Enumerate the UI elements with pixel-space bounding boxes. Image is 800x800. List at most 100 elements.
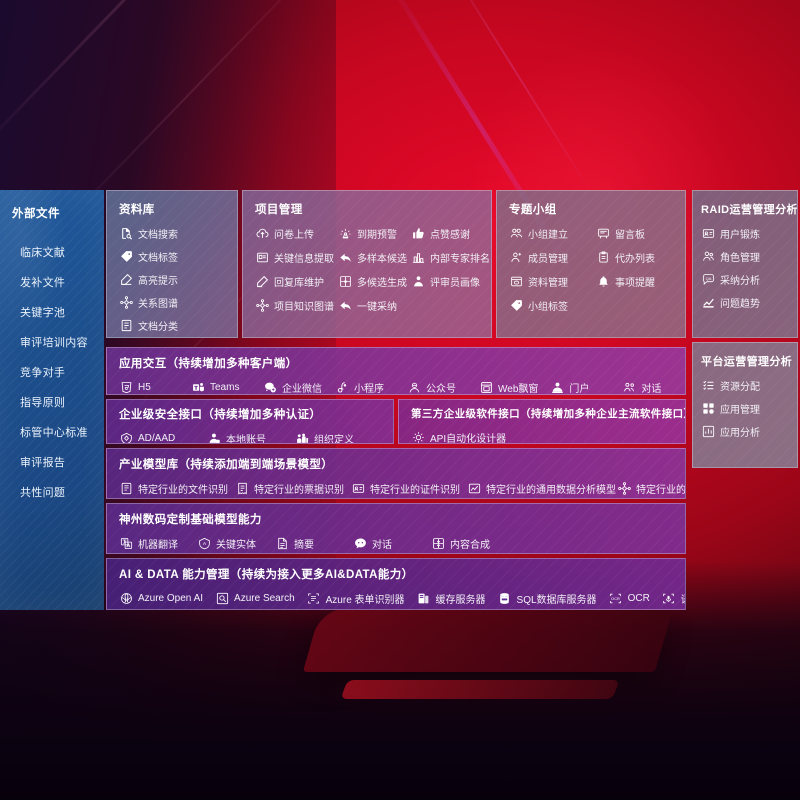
- basemodel-item-dialogue[interactable]: 对话: [353, 536, 431, 551]
- group-item-create-group[interactable]: 小组建立: [509, 226, 590, 241]
- item-label: 到期预警: [357, 230, 397, 241]
- document-list-icon: [119, 319, 133, 333]
- qa-bubble-icon: QA: [701, 273, 715, 287]
- panel-raid-analysis: RAID运营管理分析 用户锻炼 角色管理 QA 采纳分析 问题趋势: [692, 190, 798, 338]
- interact-item-dialogue[interactable]: 对话: [622, 380, 685, 395]
- raid-item-adoption-analysis[interactable]: QA 采纳分析: [701, 272, 791, 287]
- platform-item-resource-allocation[interactable]: 资源分配: [701, 378, 791, 393]
- item-label: 小组建立: [528, 230, 568, 241]
- panel-interact-title: 应用交互（持续增加多种客户端）: [119, 358, 298, 370]
- group-item-member-management[interactable]: 成员管理: [509, 250, 590, 265]
- library-item-document-tag[interactable]: 文档标签: [119, 249, 227, 264]
- ai-item-ocr[interactable]: OCR OCR: [609, 592, 650, 606]
- panel-model-title: 产业模型库（持续添加端到端场景模型）: [119, 459, 334, 471]
- interact-item-miniprogram[interactable]: 小程序: [335, 380, 407, 394]
- web-window-icon: [479, 381, 493, 395]
- panel-group-title: 专题小组: [509, 204, 557, 216]
- project-item-expiry-alert[interactable]: 到期预警: [338, 226, 407, 241]
- arrow-back-icon: [338, 251, 352, 265]
- sidebar-item-competitors[interactable]: 竞争对手: [20, 367, 66, 379]
- project-item-multi-sample-candidate[interactable]: 多样本候选: [338, 250, 407, 265]
- basemodel-item-machine-translation[interactable]: 机器翻译: [119, 536, 197, 551]
- raid-item-role-management[interactable]: 角色管理: [701, 249, 791, 264]
- group-people-icon: [509, 227, 523, 241]
- security-item-local-account[interactable]: 本地账号: [207, 431, 295, 444]
- interact-item-wechat-work[interactable]: 企业微信: [263, 380, 335, 394]
- project-item-reviewer-profile[interactable]: 评审员画像: [411, 274, 490, 289]
- group-item-material-management[interactable]: 资料管理: [509, 274, 590, 289]
- project-item-knowledge-graph[interactable]: 项目知识图谱: [255, 298, 334, 313]
- item-label: 多候选生成: [357, 278, 407, 289]
- sidebar-item-common-issues[interactable]: 共性问题: [20, 487, 66, 499]
- group-item-message-board[interactable]: 留言板: [596, 226, 677, 241]
- item-label: 项目知识图谱: [274, 302, 334, 313]
- library-item-document-search[interactable]: 文档搜索: [119, 226, 227, 241]
- item-label: 关键实体: [216, 540, 256, 551]
- sidebar-item-clinical-literature[interactable]: 临床文献: [20, 247, 66, 259]
- data-analysis-icon: [467, 482, 481, 496]
- basemodel-item-key-entity[interactable]: A 关键实体: [197, 536, 275, 551]
- platform-item-app-analysis[interactable]: 应用分析: [701, 424, 791, 439]
- model-item-file-recognition[interactable]: 特定行业的文件识别: [119, 481, 235, 496]
- ai-item-voice-understanding[interactable]: 语音理解: [662, 591, 685, 606]
- raid-item-user-profile[interactable]: 用户锻炼: [701, 226, 791, 241]
- item-label: 用户锻炼: [720, 230, 760, 241]
- platform-item-app-management[interactable]: 应用管理: [701, 401, 791, 416]
- interact-item-official-account[interactable]: 公众号: [407, 380, 479, 394]
- item-label: 多样本候选: [357, 254, 407, 265]
- ai-item-azure-open-ai[interactable]: Azure Open AI: [119, 592, 203, 606]
- group-item-group-tag[interactable]: 小组标签: [509, 298, 590, 313]
- model-item-receipt-recognition[interactable]: 特定行业的票据识别: [235, 481, 351, 496]
- project-item-key-info-extract[interactable]: 关键信息提取: [255, 250, 334, 265]
- sidebar-item-review-report[interactable]: 审评报告: [20, 457, 66, 469]
- interact-item-portal[interactable]: 门户: [550, 380, 622, 394]
- library-item-document-classify[interactable]: 文档分类: [119, 318, 227, 333]
- group-item-event-reminder[interactable]: 事项提醒: [596, 274, 677, 289]
- search-box-icon: [215, 592, 229, 606]
- project-item-one-click-adopt[interactable]: 一键采纳: [338, 298, 407, 313]
- panel-platform-title: 平台运营管理分析: [701, 356, 793, 368]
- project-item-questionnaire-upload[interactable]: 问卷上传: [255, 226, 334, 241]
- sidebar-item-standards-center[interactable]: 标管中心标准: [20, 427, 88, 439]
- ai-item-cache-server[interactable]: 缓存服务器: [417, 591, 486, 606]
- database-icon: [498, 592, 512, 606]
- model-item-id-recognition[interactable]: 特定行业的证件识别: [351, 481, 467, 496]
- sidebar-item-keyword-pool[interactable]: 关键字池: [20, 307, 66, 319]
- sidebar-item-review-training[interactable]: 审评培训内容: [20, 337, 88, 349]
- item-label: 对话: [641, 384, 662, 395]
- voice-icon: [662, 592, 676, 606]
- interact-item-web-float-window[interactable]: Web飘窗: [479, 380, 538, 395]
- library-item-highlight[interactable]: 高亮提示: [119, 272, 227, 287]
- basemodel-item-summary[interactable]: 摘要: [275, 536, 353, 551]
- interact-item-teams[interactable]: Teams: [191, 381, 263, 395]
- project-item-multi-candidate-gen[interactable]: 多候选生成: [338, 274, 407, 289]
- project-item-thanks-like[interactable]: 点赞感谢: [411, 226, 490, 241]
- file-recognize-icon: [119, 482, 133, 496]
- security-item-organization-define[interactable]: 组织定义: [295, 431, 383, 443]
- sidebar-item-guiding-principles[interactable]: 指导原则: [20, 397, 66, 409]
- security-item-ad-aad[interactable]: AD/AAD: [119, 432, 207, 443]
- model-item-data-analysis-model[interactable]: 特定行业的通用数据分析模型: [467, 481, 617, 496]
- item-label: 代办列表: [615, 254, 655, 265]
- interact-item-h5[interactable]: H5: [119, 381, 191, 395]
- item-label: 内容合成: [450, 540, 490, 551]
- trend-chart-icon: [701, 296, 715, 310]
- sidebar-item-supplement-files[interactable]: 发补文件: [20, 277, 66, 289]
- basemodel-item-content-synthesis[interactable]: 内容合成: [431, 536, 509, 551]
- ai-item-azure-form-recognizer[interactable]: Azure 表单识别器: [307, 591, 405, 606]
- model-item-knowledge-graph-model[interactable]: 特定行业的通用知识图谱模型: [617, 481, 685, 496]
- raid-item-issue-trend[interactable]: 问题趋势: [701, 295, 791, 310]
- chat-bubble-icon: [353, 537, 367, 551]
- svg-text:OCR: OCR: [611, 596, 620, 601]
- ai-item-azure-search[interactable]: Azure Search: [215, 592, 295, 606]
- item-label: 本地账号: [226, 435, 266, 444]
- item-label: 评审员画像: [430, 278, 480, 289]
- ai-item-sql-database-server[interactable]: SQL数据库服务器: [498, 591, 597, 606]
- api-gear-icon: [411, 431, 425, 444]
- group-item-todo-list[interactable]: 代办列表: [596, 250, 677, 265]
- project-item-reply-library[interactable]: 回复库维护: [255, 274, 334, 289]
- third-item-api-designer[interactable]: API自动化设计器: [411, 430, 506, 444]
- teams-icon: [191, 381, 205, 395]
- project-item-expert-ranking[interactable]: 内部专家排名: [411, 250, 490, 265]
- library-item-relation-graph[interactable]: 关系图谱: [119, 295, 227, 310]
